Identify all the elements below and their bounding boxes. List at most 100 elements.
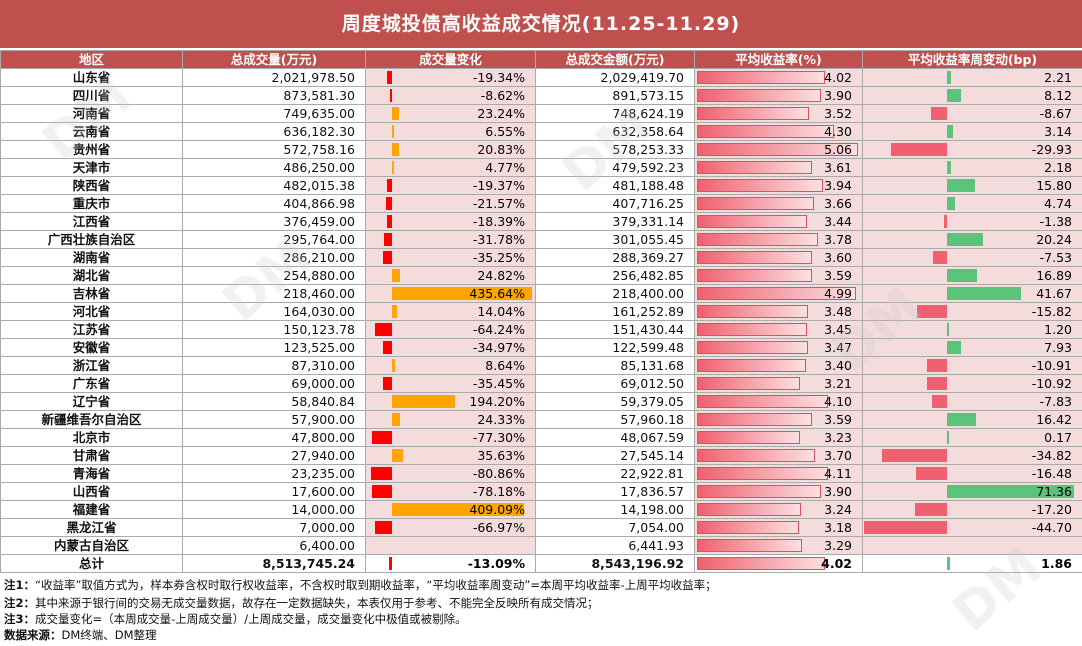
yield-value: 4.02 xyxy=(821,556,852,571)
bp-cell: -16.48 xyxy=(862,464,1082,483)
amount-cell: 22,922.81 xyxy=(535,464,695,483)
volume-cell: 295,764.00 xyxy=(182,230,366,249)
bp-bar xyxy=(947,161,951,174)
region-cell: 江苏省 xyxy=(0,320,183,339)
yield-bar xyxy=(697,467,828,480)
table-row: 陕西省 482,015.38 -19.37% 481,188.48 3.94 15.80 xyxy=(0,176,1082,195)
volume-cell: 636,182.30 xyxy=(182,122,366,141)
change-cell: 20.83% xyxy=(365,140,536,159)
bp-value: 71.36 xyxy=(1036,484,1072,499)
yield-cell: 5.06 xyxy=(694,140,863,159)
yield-cell: 4.99 xyxy=(694,284,863,303)
change-value: 24.33% xyxy=(477,412,525,427)
yield-bar xyxy=(697,215,807,228)
table-row: 辽宁省 58,840.84 194.20% 59,379.05 4.10 -7.83 xyxy=(0,392,1082,411)
amount-cell: 256,482.85 xyxy=(535,266,695,285)
amount-cell: 151,430.44 xyxy=(535,320,695,339)
table-row: 吉林省 218,460.00 435.64% 218,400.00 4.99 41.67 xyxy=(0,284,1082,303)
region-cell: 云南省 xyxy=(0,122,183,141)
change-bar xyxy=(383,233,392,246)
bp-bar xyxy=(947,557,951,570)
yield-bar xyxy=(697,485,822,498)
change-bar xyxy=(392,107,400,120)
bp-cell: 16.89 xyxy=(862,266,1082,285)
data-source: 数据来源：DM终端、DM整理 xyxy=(4,628,157,642)
region-cell: 黑龙江省 xyxy=(0,518,183,537)
bp-cell: 16.42 xyxy=(862,410,1082,429)
change-cell xyxy=(365,536,536,555)
change-value: 14.04% xyxy=(477,304,525,319)
bp-bar xyxy=(916,467,947,480)
amount-cell: 69,012.50 xyxy=(535,374,695,393)
yield-value: 3.66 xyxy=(824,196,852,211)
bp-bar xyxy=(863,521,947,534)
amount-cell: 632,358.64 xyxy=(535,122,695,141)
bp-bar xyxy=(947,341,962,354)
yield-bar xyxy=(697,287,856,300)
yield-cell: 3.90 xyxy=(694,482,863,501)
change-bar xyxy=(392,359,395,372)
bp-bar xyxy=(947,71,951,84)
change-cell: 6.55% xyxy=(365,122,536,141)
bp-cell: -10.92 xyxy=(862,374,1082,393)
yield-value: 3.44 xyxy=(824,214,852,229)
yield-cell: 3.40 xyxy=(694,356,863,375)
bp-cell: 41.67 xyxy=(862,284,1082,303)
yield-value: 3.18 xyxy=(824,520,852,535)
region-cell: 北京市 xyxy=(0,428,183,447)
yield-value: 3.21 xyxy=(824,376,852,391)
region-cell: 甘肃省 xyxy=(0,446,183,465)
yield-bar xyxy=(697,341,808,354)
amount-cell: 6,441.93 xyxy=(535,536,695,555)
volume-cell: 6,400.00 xyxy=(182,536,366,555)
yield-value: 4.02 xyxy=(824,70,852,85)
bp-cell: 20.24 xyxy=(862,230,1082,249)
amount-cell: 14,198.00 xyxy=(535,500,695,519)
bp-value: 1.20 xyxy=(1044,322,1072,337)
change-value: -64.24% xyxy=(472,322,525,337)
yield-cell: 4.10 xyxy=(694,392,863,411)
bp-cell: -17.20 xyxy=(862,500,1082,519)
amount-cell: 481,188.48 xyxy=(535,176,695,195)
table-row: 四川省 873,581.30 -8.62% 891,573.15 3.90 8.12 xyxy=(0,86,1082,105)
change-value: -78.18% xyxy=(472,484,525,499)
change-bar xyxy=(382,341,392,354)
yield-bar xyxy=(697,413,812,426)
yield-cell: 3.60 xyxy=(694,248,863,267)
yield-bar xyxy=(697,197,814,210)
volume-cell: 23,235.00 xyxy=(182,464,366,483)
yield-cell: 3.90 xyxy=(694,86,863,105)
change-bar xyxy=(371,431,392,444)
note-1: 注1：“收益率”取值方式为，样本券含权时取行权收益率，不含权时取到期收益率，“平… xyxy=(4,578,717,592)
change-value: 23.24% xyxy=(477,106,525,121)
amount-cell: 301,055.45 xyxy=(535,230,695,249)
total-row: 总计 8,513,745.24 -13.09% 8,543,196.92 4.02 1.8… xyxy=(0,554,1082,573)
region-cell: 广东省 xyxy=(0,374,183,393)
amount-cell: 578,253.33 xyxy=(535,140,695,159)
yield-bar xyxy=(697,125,834,138)
yield-bar xyxy=(697,539,803,552)
change-cell: 409.09% xyxy=(365,500,536,519)
yield-value: 4.11 xyxy=(824,466,852,481)
header-yield: 平均收益率(%) xyxy=(694,50,863,69)
change-value: 35.63% xyxy=(477,448,525,463)
yield-value: 3.29 xyxy=(824,538,852,553)
amount-cell: 379,331.14 xyxy=(535,212,695,231)
volume-cell: 873,581.30 xyxy=(182,86,366,105)
header-bp: 平均收益率周变动(bp) xyxy=(862,50,1082,69)
change-value: -18.39% xyxy=(472,214,525,229)
yield-cell: 3.61 xyxy=(694,158,863,177)
change-cell: 4.77% xyxy=(365,158,536,177)
bp-value: -44.70 xyxy=(1031,520,1072,535)
table-row: 浙江省 87,310.00 8.64% 85,131.68 3.40 -10.91 xyxy=(0,356,1082,375)
change-bar xyxy=(382,377,392,390)
table-title: 周度城投债高收益成交情况(11.25-11.29) xyxy=(0,0,1082,48)
table-row: 安徽省 123,525.00 -34.97% 122,599.48 3.47 7.93 xyxy=(0,338,1082,357)
change-bar xyxy=(392,503,524,516)
change-bar xyxy=(386,71,392,84)
volume-cell: 486,250.00 xyxy=(182,158,366,177)
change-value: -34.97% xyxy=(472,340,525,355)
yield-value: 4.10 xyxy=(824,394,852,409)
yield-bar xyxy=(697,521,799,534)
bp-cell: -8.67 xyxy=(862,104,1082,123)
